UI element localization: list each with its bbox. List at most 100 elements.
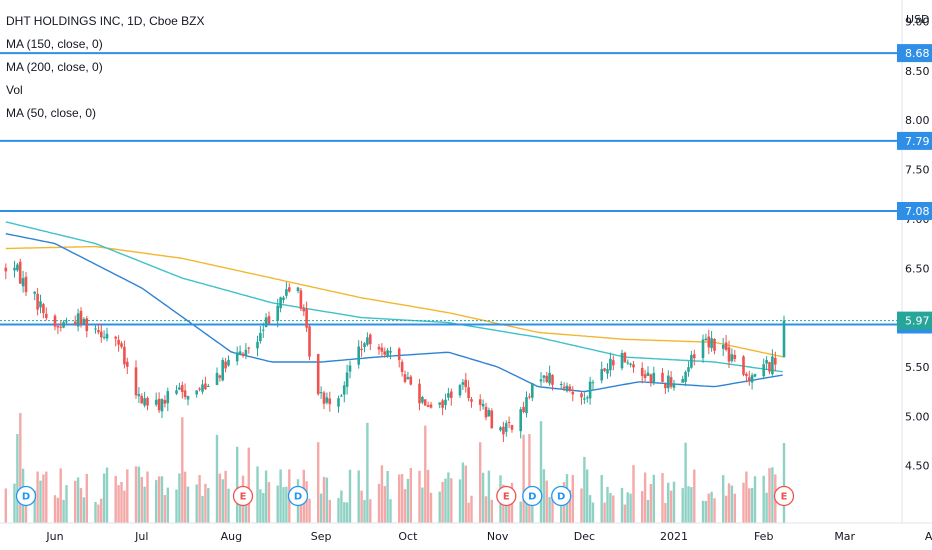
candle-body	[467, 387, 470, 399]
candle	[264, 313, 268, 328]
candle	[478, 394, 482, 412]
volume-bar	[664, 503, 667, 523]
candle	[204, 376, 207, 390]
candle-body	[774, 357, 777, 365]
candle-body	[733, 355, 737, 359]
candle-body	[632, 364, 635, 368]
volume-bar	[429, 492, 433, 523]
volume-bar	[522, 434, 525, 523]
x-tick-label: Dec	[574, 530, 595, 543]
candle	[748, 370, 751, 386]
volume-bar	[733, 493, 736, 523]
candle	[704, 333, 708, 342]
indicator-ma50[interactable]: MA (50, close, 0)	[6, 106, 97, 120]
candle	[337, 395, 340, 413]
candle	[762, 358, 765, 380]
volume-bar	[707, 493, 710, 523]
volume-bar	[348, 469, 352, 523]
candle	[591, 379, 595, 391]
candle-body	[389, 351, 392, 353]
level-label-box	[897, 202, 932, 220]
dividend-marker[interactable]: D	[287, 485, 309, 507]
candle	[18, 258, 22, 284]
volume-bar	[244, 493, 248, 523]
candle-body	[299, 290, 303, 309]
candle	[588, 376, 592, 405]
candle-body	[551, 374, 554, 385]
y-tick-label: 9.00	[905, 16, 930, 29]
volume-bar	[684, 442, 687, 523]
volume-bar	[123, 490, 126, 523]
candle-body	[768, 362, 771, 372]
volume-bar	[444, 478, 447, 523]
volume-bar	[224, 470, 227, 523]
volume-bar	[623, 504, 627, 523]
dividend-marker[interactable]: D	[15, 485, 37, 507]
candle-body	[340, 395, 343, 397]
candle-body	[710, 338, 713, 349]
candle	[366, 332, 369, 347]
candle-body	[406, 377, 410, 380]
candle	[357, 340, 360, 369]
earnings-marker[interactable]: E	[496, 485, 517, 507]
volume-bar	[56, 497, 60, 523]
candle	[559, 381, 563, 389]
candle	[308, 325, 311, 361]
volume-bar	[643, 472, 647, 523]
candle-body	[397, 348, 401, 360]
candle	[565, 382, 569, 393]
candle-body	[580, 393, 583, 398]
earnings-marker[interactable]: E	[232, 485, 254, 507]
event-label: D	[22, 492, 30, 503]
volume-bar	[204, 483, 207, 523]
volume-bar	[79, 488, 83, 523]
volume-bar	[94, 502, 97, 523]
candle-body	[721, 345, 725, 349]
candle	[571, 386, 575, 402]
volume-bar	[221, 479, 224, 523]
y-tick-label: 6.50	[905, 262, 930, 275]
indicator-vol[interactable]: Vol	[6, 83, 23, 97]
candle	[33, 291, 36, 301]
candle	[603, 367, 606, 373]
earnings-marker[interactable]: E	[773, 485, 795, 507]
candle-body	[105, 333, 109, 339]
indicator-ma200[interactable]: MA (200, close, 0)	[6, 60, 103, 74]
volume-bar	[345, 502, 349, 523]
candle-body	[227, 360, 230, 366]
candle	[62, 320, 65, 329]
candle	[667, 370, 670, 393]
indicator-ma150[interactable]: MA (150, close, 0)	[6, 37, 103, 51]
candle-body	[79, 310, 83, 325]
candle	[724, 335, 728, 352]
candle	[609, 352, 612, 377]
candle-body	[126, 361, 129, 367]
candle	[157, 392, 161, 413]
volume-bar	[163, 495, 167, 523]
candle	[551, 374, 554, 391]
candle	[742, 355, 745, 377]
candle-body	[73, 321, 77, 325]
time-axis[interactable]: Jun Jul Aug Sep Oct Nov Dec 2021 Feb Mar Apr	[45, 530, 932, 543]
dividend-marker[interactable]: D	[551, 485, 572, 507]
candle-body	[481, 403, 485, 407]
symbol-title[interactable]: DHT HOLDINGS INC, 1D, Cboe BZX	[6, 14, 205, 28]
candle-body	[603, 368, 606, 371]
volume-bar	[693, 469, 696, 523]
candle	[629, 362, 632, 368]
candle	[403, 370, 407, 384]
candle	[195, 390, 198, 398]
volume-bar	[137, 466, 141, 523]
dividend-marker[interactable]: D	[522, 485, 543, 507]
candle-body	[325, 397, 329, 403]
volume-bar	[470, 495, 473, 523]
x-tick-label: Mar	[834, 530, 855, 543]
volume-bar	[722, 475, 725, 523]
candle	[198, 387, 201, 392]
candle	[102, 330, 106, 340]
volume-bar	[421, 487, 424, 523]
candle	[470, 397, 473, 408]
candle	[94, 325, 97, 334]
